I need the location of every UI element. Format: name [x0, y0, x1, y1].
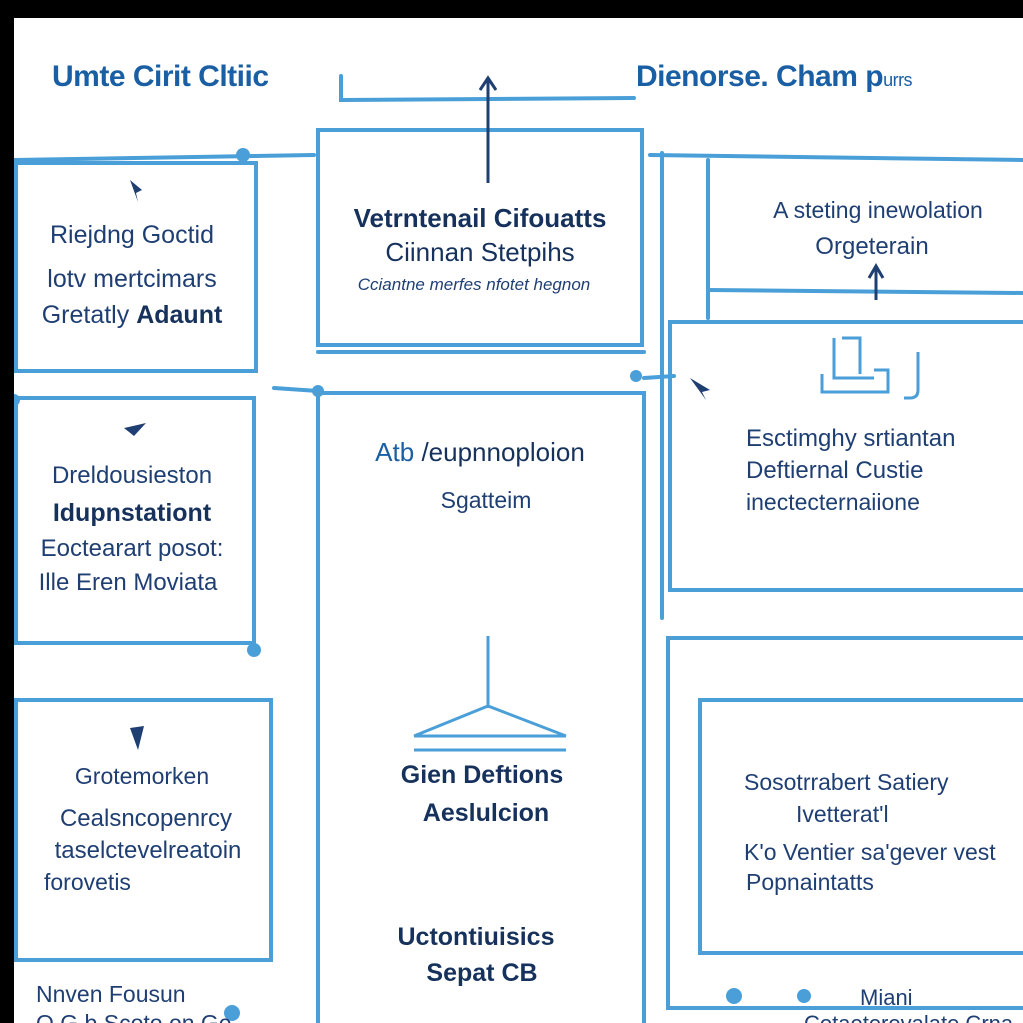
- center-lower-line2: Aeslulcion: [422, 799, 550, 827]
- left-box2-line1: Dreldousieston: [51, 462, 213, 489]
- center-middle-line1: Atb /eupnnoploion: [375, 437, 585, 467]
- cursor-icon: [130, 726, 144, 750]
- right-title-suffix: urrs: [883, 70, 913, 90]
- left-box3-line3: taselctevelreatoin: [54, 837, 242, 864]
- building-icon: [413, 636, 567, 752]
- diagram-lines: [14, 74, 1023, 1023]
- right-box-2: [668, 320, 1023, 592]
- left-box1-line2: lotv mertcimars: [47, 265, 217, 293]
- dot-marker-icon: [247, 643, 261, 657]
- center-link-left: [272, 386, 320, 393]
- arrow-up-icon: [478, 75, 498, 183]
- cursor-icon: [124, 423, 146, 436]
- left-box2-line2: Idupnstationt: [52, 499, 212, 527]
- center-top-line3: Cciantne merfes nfotet hegnon: [357, 275, 591, 294]
- left-box-3: [14, 698, 273, 962]
- right-box3-line1: Sosotrrabert Satiery: [744, 769, 949, 795]
- connector-top-left: [14, 153, 316, 162]
- center-lower-line1: Gien Deftions: [400, 761, 564, 789]
- right-box3-line4: Popnaintatts: [746, 869, 874, 895]
- center-bottom-line1: Uctontiuisics: [397, 923, 555, 951]
- right-box2-line1: Esctimghy srtiantan: [746, 425, 956, 452]
- right-box3-line2: Ivetterat'l: [796, 801, 889, 827]
- right-footer-line2: Cotaeterevalate Crna: [804, 1011, 1013, 1023]
- right-box1-line1: A steting inewolation: [773, 197, 983, 223]
- left-footer-line1: Nnven Fousun: [36, 981, 186, 1007]
- right-title-main: Dienorse. Cham p: [636, 60, 884, 93]
- dot-marker-icon: [14, 394, 20, 406]
- left-box3-line4: forovetis: [44, 869, 131, 895]
- center-middle-line2: Sgatteim: [440, 487, 532, 513]
- left-box3-line2: Cealsncopenrcy: [59, 805, 233, 832]
- cursor-icon: [130, 180, 142, 202]
- dot-marker-icon: [726, 988, 742, 1004]
- right-box3-line3: K'o Ventier sa'gever vest: [744, 839, 996, 865]
- right-box2-line3: inectecternaiione: [746, 489, 920, 515]
- left-box1-line3: Gretatly Adaunt: [41, 301, 223, 329]
- cursor-icon: [690, 378, 710, 400]
- left-box1-line1: Riejdng Goctid: [50, 221, 214, 249]
- left-box-1: [14, 161, 258, 373]
- left-box2-line3: Eoctearart posot:: [40, 535, 224, 562]
- connector-top-right: [648, 153, 1023, 162]
- left-box2-line4: Ille Eren Moviata: [38, 569, 218, 596]
- dot-marker-icon: [224, 1005, 240, 1021]
- center-column-box: [316, 391, 646, 1023]
- center-top-line1: Vetrntenail Cifouatts: [353, 203, 607, 233]
- hook-icon: [904, 352, 920, 400]
- dot-marker-icon: [797, 989, 811, 1003]
- center-top-line2: Ciinnan Stetpihs: [385, 237, 575, 267]
- lab-flask-icon: [820, 336, 890, 394]
- center-bottom-line2: Sepat CB: [426, 959, 538, 987]
- diagram-canvas: Umte Cirit Cltiic Dienorse. Cham purrs R…: [14, 18, 1023, 1023]
- left-box-2: [14, 396, 256, 645]
- connector-top-center: [339, 74, 636, 103]
- right-footer-line1: Miani: [860, 985, 913, 1010]
- left-box3-line1: Grotemorken: [74, 763, 210, 789]
- left-footer-line2: O G b Scoto on Ge: [36, 1010, 232, 1023]
- left-title: Umte Cirit Cltiic: [52, 60, 269, 93]
- right-box1-line2: Orgeterain: [815, 233, 929, 260]
- right-box-3-outer: [666, 636, 1023, 1010]
- dot-marker-icon: [630, 370, 642, 382]
- dot-marker-icon: [236, 148, 250, 162]
- center-top-box: [316, 128, 644, 347]
- dot-marker-icon: [312, 385, 324, 397]
- right-box-3-inner: [698, 698, 1023, 955]
- right-title: Dienorse. Cham purrs: [636, 60, 913, 93]
- right-box-1-bottom: [706, 288, 1023, 295]
- arrow-up-icon: [867, 263, 885, 300]
- right-box2-line2: Deftiernal Custie: [746, 457, 924, 484]
